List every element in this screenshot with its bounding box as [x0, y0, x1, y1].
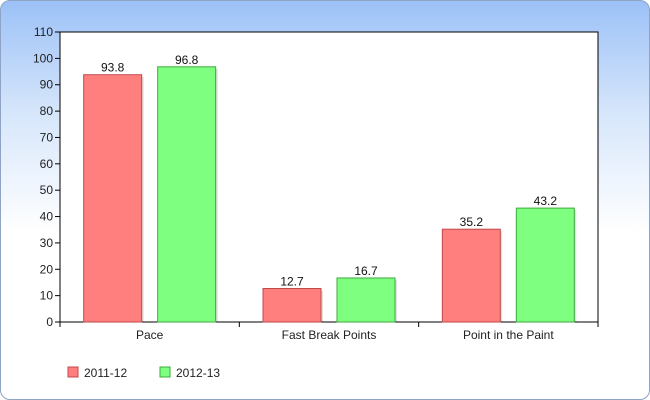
y-tick-label: 10: [40, 289, 54, 303]
legend-swatch: [159, 366, 171, 378]
y-tick-label: 0: [46, 315, 53, 329]
data-label: 96.8: [175, 53, 199, 67]
legend-label: 2012-13: [176, 366, 220, 380]
data-label: 35.2: [460, 215, 484, 229]
x-category-label: Pace: [136, 328, 164, 342]
bar-2011-12-pace: [83, 74, 143, 323]
bar-2012-13-pace: [157, 66, 217, 323]
bar-2011-12-point-in-the-paint: [441, 228, 501, 323]
y-tick-label: 50: [40, 183, 54, 197]
legend-label: 2011-12: [84, 366, 127, 380]
y-tick-label: 60: [40, 157, 54, 171]
y-tick-label: 30: [40, 236, 54, 250]
bar-2012-13-fast-break-points: [336, 277, 396, 323]
y-tick-label: 110: [34, 25, 53, 39]
y-tick-label: 90: [40, 78, 54, 92]
y-tick-label: 70: [40, 130, 54, 144]
bar-2011-12-fast-break-points: [262, 288, 322, 323]
legend: 2011-12 2012-13: [67, 366, 220, 380]
bars: 93.8 96.8 12.7 16.7 35.2 43.2: [83, 53, 577, 323]
data-label: 93.8: [101, 61, 125, 75]
plot-area: [59, 31, 599, 323]
legend-swatch: [67, 366, 79, 378]
data-label: 12.7: [280, 275, 304, 289]
x-category-label: Fast Break Points: [282, 328, 377, 342]
x-axis: Pace Fast Break Points Point in the Paint: [59, 322, 599, 342]
y-tick-label: 80: [40, 104, 54, 118]
bar-2012-13-point-in-the-paint: [515, 207, 575, 323]
data-label: 16.7: [354, 264, 378, 278]
data-label: 43.2: [534, 194, 558, 208]
x-category-label: Point in the Paint: [463, 328, 554, 342]
y-tick-label: 40: [40, 210, 54, 224]
y-tick-label: 20: [40, 262, 54, 276]
y-axis: 0 10 20 30 40 50 60 70 80 90 100 110: [33, 25, 60, 329]
y-tick-label: 100: [33, 51, 53, 65]
